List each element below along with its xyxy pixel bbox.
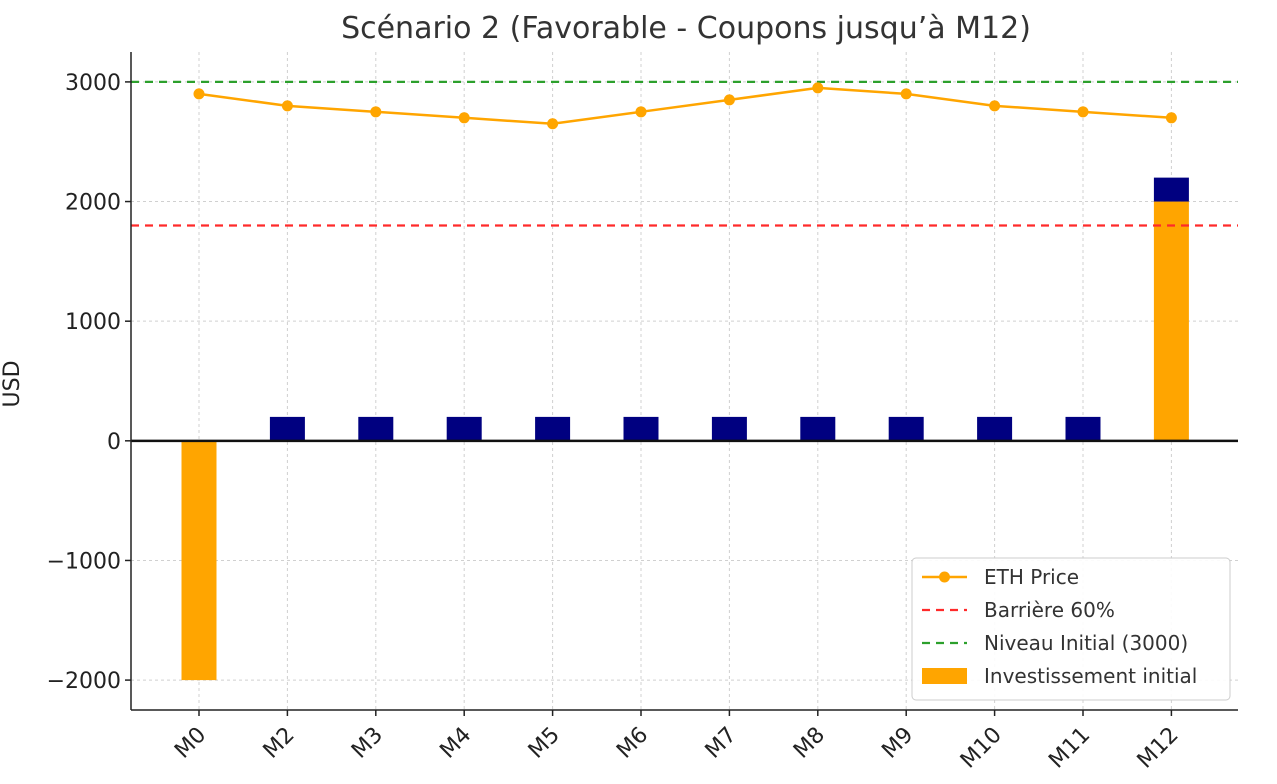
eth-price-point — [1165, 112, 1177, 124]
eth-price-point — [281, 100, 293, 112]
y-axis-label: USD — [0, 360, 25, 407]
x-ticks: M0 M2 M3 M4 M5 M6 M7 M8 M9 M10 M11 M12 — [170, 710, 1184, 774]
x-tick-label: M7 — [701, 723, 742, 764]
coupon-bar — [711, 416, 747, 441]
eth-price-point — [989, 100, 1001, 112]
eth-price-point — [193, 88, 205, 100]
legend-box — [911, 557, 1231, 701]
y-tick-label: 3000 — [65, 71, 121, 96]
eth-price-point — [900, 88, 912, 100]
x-tick-label: M5 — [524, 723, 565, 764]
x-tick-label: M12 — [1133, 723, 1184, 774]
x-tick-label: M10 — [956, 723, 1007, 774]
y-tick-label: −1000 — [47, 549, 121, 574]
coupon-bar — [535, 416, 571, 441]
y-ticks: 3000 2000 1000 0 −1000 −2000 — [47, 71, 131, 694]
eth-price-point — [723, 94, 735, 106]
x-tick-label: M0 — [170, 723, 211, 764]
eth-price-line — [193, 82, 1177, 130]
eth-price-point — [458, 112, 470, 124]
chart-title: Scénario 2 (Favorable - Coupons jusqu’à … — [341, 11, 1031, 46]
bars — [181, 177, 1189, 681]
reference-lines — [131, 80, 1238, 227]
eth-price-polyline — [198, 86, 1172, 126]
coupon-bar — [358, 416, 394, 441]
coupon-bar — [1065, 416, 1101, 441]
eth-price-point — [812, 82, 824, 94]
legend-label: ETH Price — [984, 565, 1079, 589]
investment-bar — [1153, 201, 1189, 441]
coupon-bar — [977, 416, 1013, 441]
eth-price-point — [370, 106, 382, 118]
x-tick-label: M9 — [877, 723, 918, 764]
legend-marker-swatch — [939, 571, 950, 583]
legend-label: Investissement initial — [984, 664, 1197, 688]
coupon-bar — [800, 416, 836, 441]
eth-price-point — [1077, 106, 1089, 118]
y-tick-label: −2000 — [47, 669, 121, 694]
x-tick-label: M4 — [435, 723, 476, 764]
coupon-bar — [1153, 177, 1189, 202]
coupon-bar — [269, 416, 305, 441]
x-tick-label: M8 — [789, 723, 830, 764]
eth-price-point — [547, 118, 559, 130]
x-tick-label: M3 — [347, 723, 388, 764]
x-tick-label: M2 — [259, 723, 300, 764]
legend: ETH Price Barrière 60% Niveau Initial (300… — [911, 557, 1231, 701]
coupon-bar — [446, 416, 482, 441]
x-tick-label: M11 — [1044, 723, 1095, 774]
y-tick-label: 0 — [107, 430, 121, 455]
axes — [130, 52, 1238, 711]
eth-price-point — [635, 106, 647, 118]
y-tick-label: 2000 — [65, 191, 121, 216]
coupon-bar — [888, 416, 924, 441]
legend-patch-swatch — [922, 668, 967, 684]
legend-label: Niveau Initial (3000) — [984, 631, 1188, 655]
investment-bar — [181, 440, 217, 681]
y-tick-label: 1000 — [65, 310, 121, 335]
coupon-bar — [623, 416, 659, 441]
x-tick-label: M6 — [612, 723, 653, 764]
legend-label: Barrière 60% — [984, 598, 1115, 622]
